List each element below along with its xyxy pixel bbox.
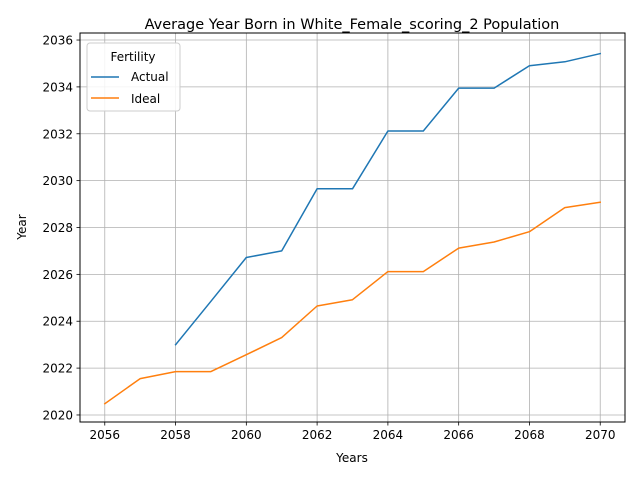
- y-tick-label: 2034: [42, 80, 73, 94]
- x-tick-label: 2066: [443, 428, 474, 442]
- y-tick-label: 2030: [42, 174, 73, 188]
- legend-label-actual: Actual: [131, 70, 169, 84]
- series-layer: [103, 52, 602, 405]
- legend-box: [86, 42, 181, 112]
- legend: Fertility Actual Ideal: [86, 42, 181, 112]
- y-tick-label: 2028: [42, 221, 73, 235]
- y-tick-label: 2024: [42, 315, 73, 329]
- x-axis-label: Years: [335, 451, 368, 465]
- x-tick-label: 2062: [302, 428, 333, 442]
- y-tick-label: 2022: [42, 362, 73, 376]
- x-tick-label: 2070: [585, 428, 616, 442]
- series-line-actual: [174, 52, 602, 346]
- x-tick-label: 2064: [373, 428, 404, 442]
- tick-layer: 2056 2058 2060 2062 2064 2066 2068 2070 2020 2022…: [42, 34, 615, 442]
- y-tick-label: 2032: [42, 127, 73, 141]
- x-tick-label: 2058: [160, 428, 191, 442]
- legend-label-ideal: Ideal: [131, 92, 160, 106]
- legend-title: Fertility: [110, 50, 155, 64]
- grid-layer: [80, 33, 625, 422]
- x-tick-label: 2068: [514, 428, 545, 442]
- y-tick-label: 2026: [42, 268, 73, 282]
- x-tick-label: 2056: [89, 428, 120, 442]
- y-tick-label: 2020: [42, 408, 73, 422]
- y-tick-label: 2036: [42, 34, 73, 48]
- x-tick-label: 2060: [231, 428, 262, 442]
- chart-title: Average Year Born in White_Female_scorin…: [145, 17, 560, 33]
- series-line-ideal: [103, 201, 602, 405]
- y-axis-label: Year: [15, 214, 29, 240]
